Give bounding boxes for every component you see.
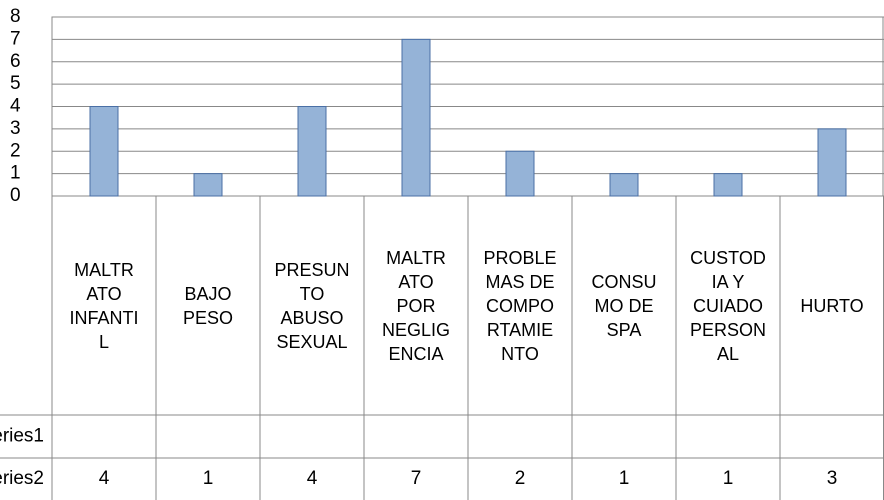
value-label: 1 [619, 468, 630, 489]
x-tick-label: PROBLE MAS DE COMPO RTAMIE NTO [483, 247, 557, 364]
bar [713, 173, 743, 197]
bar [297, 106, 327, 197]
category-cell: PROBLE MAS DE COMPO RTAMIE NTO [483, 247, 557, 364]
category-cell: HURTO [800, 295, 864, 316]
value-label: 3 [827, 468, 838, 489]
bar [609, 173, 639, 197]
value-label: 7 [411, 468, 422, 489]
x-tick-label: BAJO PESO [182, 283, 234, 328]
y-tick-label: 2 [10, 140, 21, 161]
x-tick-label: CONSU MO DE SPA [591, 271, 657, 340]
y-tick-label: 0 [10, 185, 21, 206]
bar [89, 106, 119, 197]
y-tick-label: 7 [10, 28, 21, 49]
category-cell: CONSU MO DE SPA [591, 271, 657, 340]
bar [817, 128, 847, 197]
bar [193, 173, 223, 197]
category-cell: MALTR ATO INFANTI L [69, 259, 139, 352]
value-label: 1 [203, 468, 214, 489]
category-cell: CUSTOD IA Y CUIADO PERSON AL [689, 247, 767, 364]
value-label: 4 [307, 468, 318, 489]
y-tick-label: 3 [10, 118, 21, 139]
value-label: 1 [723, 468, 734, 489]
value-label: 4 [99, 468, 110, 489]
y-tick-label: 4 [10, 96, 21, 117]
x-tick-label: PRESUN TO ABUSO SEXUAL [274, 259, 350, 352]
category-cell: BAJO PESO [182, 283, 234, 328]
bar [401, 38, 431, 197]
legend-label: Series2 [0, 468, 44, 489]
x-tick-label: MALTR ATO POR NEGLIG ENCIA [381, 247, 451, 364]
y-tick-label: 5 [10, 73, 21, 94]
y-tick-label: 1 [10, 163, 21, 184]
category-cell: MALTR ATO POR NEGLIG ENCIA [381, 247, 451, 364]
category-cell: PRESUN TO ABUSO SEXUAL [274, 259, 350, 352]
legend-label: Series1 [0, 426, 44, 447]
value-label: 2 [515, 468, 526, 489]
x-tick-label: MALTR ATO INFANTI L [69, 259, 139, 352]
x-tick-label: HURTO [800, 295, 864, 316]
x-tick-label: CUSTOD IA Y CUIADO PERSON AL [689, 247, 767, 364]
bar [505, 150, 535, 197]
y-tick-label: 8 [10, 6, 21, 27]
y-tick-label: 6 [10, 51, 21, 72]
